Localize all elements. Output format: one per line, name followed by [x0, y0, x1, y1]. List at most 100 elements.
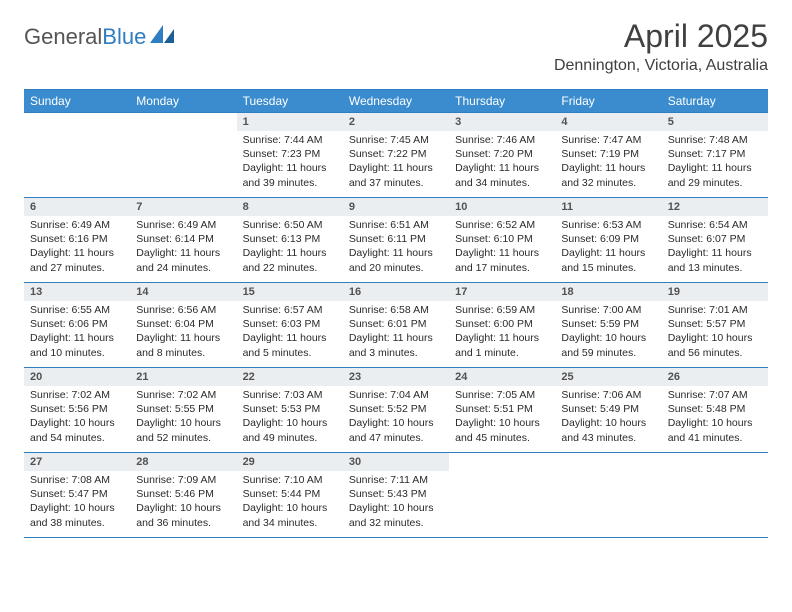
calendar-cell: 25Sunrise: 7:06 AMSunset: 5:49 PMDayligh…	[555, 368, 661, 452]
calendar-grid: SundayMondayTuesdayWednesdayThursdayFrid…	[24, 89, 768, 538]
sunrise-label: Sunrise:	[136, 219, 175, 231]
day-details: Sunrise: 7:01 AMSunset: 5:57 PMDaylight:…	[662, 301, 768, 364]
sunset-line: Sunset: 6:09 PM	[561, 232, 655, 246]
daylight-line: Daylight: 11 hours and 34 minutes.	[455, 161, 549, 189]
sunset-value: 6:13 PM	[281, 233, 320, 245]
calendar-cell: 5Sunrise: 7:48 AMSunset: 7:17 PMDaylight…	[662, 113, 768, 197]
calendar-cell: 4Sunrise: 7:47 AMSunset: 7:19 PMDaylight…	[555, 113, 661, 197]
calendar-cell: 0.	[130, 113, 236, 197]
sunset-value: 5:48 PM	[706, 403, 745, 415]
day-number: 24	[449, 368, 555, 386]
sunrise-line: Sunrise: 6:55 AM	[30, 303, 124, 317]
day-details: Sunrise: 7:08 AMSunset: 5:47 PMDaylight:…	[24, 471, 130, 534]
sunrise-line: Sunrise: 7:11 AM	[349, 473, 443, 487]
day-number: 13	[24, 283, 130, 301]
sunrise-value: 7:04 AM	[390, 389, 429, 401]
sunset-line: Sunset: 6:00 PM	[455, 317, 549, 331]
sunset-label: Sunset:	[30, 318, 66, 330]
day-details: Sunrise: 6:59 AMSunset: 6:00 PMDaylight:…	[449, 301, 555, 364]
sunrise-line: Sunrise: 6:49 AM	[30, 218, 124, 232]
day-number: 28	[130, 453, 236, 471]
sunset-value: 6:07 PM	[706, 233, 745, 245]
sunrise-value: 7:01 AM	[709, 304, 748, 316]
sunset-line: Sunset: 6:07 PM	[668, 232, 762, 246]
day-details: Sunrise: 6:53 AMSunset: 6:09 PMDaylight:…	[555, 216, 661, 279]
sunset-label: Sunset:	[349, 488, 385, 500]
daylight-line: Daylight: 11 hours and 15 minutes.	[561, 246, 655, 274]
day-details: Sunrise: 7:00 AMSunset: 5:59 PMDaylight:…	[555, 301, 661, 364]
daylight-label: Daylight:	[561, 332, 602, 344]
day-details: Sunrise: 6:54 AMSunset: 6:07 PMDaylight:…	[662, 216, 768, 279]
sunset-label: Sunset:	[136, 318, 172, 330]
sunrise-value: 6:56 AM	[178, 304, 217, 316]
calendar-cell: 14Sunrise: 6:56 AMSunset: 6:04 PMDayligh…	[130, 283, 236, 367]
daylight-label: Daylight:	[136, 502, 177, 514]
sunset-label: Sunset:	[243, 318, 279, 330]
sunrise-line: Sunrise: 7:09 AM	[136, 473, 230, 487]
sunset-line: Sunset: 6:10 PM	[455, 232, 549, 246]
daylight-label: Daylight:	[243, 332, 284, 344]
calendar-cell: 0.	[24, 113, 130, 197]
sunrise-value: 6:59 AM	[497, 304, 536, 316]
sunrise-value: 7:02 AM	[71, 389, 110, 401]
daylight-label: Daylight:	[30, 247, 71, 259]
daylight-label: Daylight:	[349, 247, 390, 259]
calendar-cell: 13 Sunrise: 6:55 AMSunset: 6:06 PMDayligh…	[24, 283, 130, 367]
daylight-line: Daylight: 10 hours and 34 minutes.	[243, 501, 337, 529]
daylight-label: Daylight:	[668, 162, 709, 174]
daylight-line: Daylight: 11 hours and 13 minutes.	[668, 246, 762, 274]
day-number: 2	[343, 113, 449, 131]
sunset-label: Sunset:	[561, 148, 597, 160]
sunset-line: Sunset: 6:06 PM	[30, 317, 124, 331]
sunset-line: Sunset: 5:48 PM	[668, 402, 762, 416]
sunrise-label: Sunrise:	[136, 304, 175, 316]
sunrise-value: 7:02 AM	[178, 389, 217, 401]
sunrise-line: Sunrise: 6:56 AM	[136, 303, 230, 317]
daylight-label: Daylight:	[668, 417, 709, 429]
sunrise-label: Sunrise:	[455, 134, 494, 146]
calendar-cell: 28Sunrise: 7:09 AMSunset: 5:46 PMDayligh…	[130, 453, 236, 537]
sunset-line: Sunset: 6:13 PM	[243, 232, 337, 246]
daylight-line: Daylight: 10 hours and 54 minutes.	[30, 416, 124, 444]
sunrise-label: Sunrise:	[243, 389, 282, 401]
day-details: Sunrise: 7:06 AMSunset: 5:49 PMDaylight:…	[555, 386, 661, 449]
daylight-line: Daylight: 11 hours and 20 minutes.	[349, 246, 443, 274]
calendar-cell: 12Sunrise: 6:54 AMSunset: 6:07 PMDayligh…	[662, 198, 768, 282]
sunrise-label: Sunrise:	[668, 304, 707, 316]
day-header: Wednesday	[343, 90, 449, 112]
sunset-line: Sunset: 6:01 PM	[349, 317, 443, 331]
calendar-cell: 19Sunrise: 7:01 AMSunset: 5:57 PMDayligh…	[662, 283, 768, 367]
daylight-label: Daylight:	[349, 162, 390, 174]
sunrise-value: 7:10 AM	[284, 474, 323, 486]
sunrise-line: Sunrise: 7:03 AM	[243, 388, 337, 402]
daylight-label: Daylight:	[561, 247, 602, 259]
sunrise-label: Sunrise:	[243, 304, 282, 316]
sunrise-value: 7:44 AM	[284, 134, 323, 146]
calendar-cell: 6Sunrise: 6:49 AMSunset: 6:16 PMDaylight…	[24, 198, 130, 282]
daylight-line: Daylight: 11 hours and 37 minutes.	[349, 161, 443, 189]
sunset-line: Sunset: 5:53 PM	[243, 402, 337, 416]
sunset-label: Sunset:	[455, 148, 491, 160]
sunset-label: Sunset:	[668, 318, 704, 330]
sunrise-label: Sunrise:	[349, 389, 388, 401]
daylight-label: Daylight:	[349, 332, 390, 344]
sunset-line: Sunset: 7:22 PM	[349, 147, 443, 161]
sunrise-label: Sunrise:	[136, 474, 175, 486]
day-number: 20	[24, 368, 130, 386]
sunrise-value: 7:48 AM	[709, 134, 748, 146]
day-number: 5	[662, 113, 768, 131]
calendar-cell: 16Sunrise: 6:58 AMSunset: 6:01 PMDayligh…	[343, 283, 449, 367]
sunrise-label: Sunrise:	[668, 389, 707, 401]
sunset-line: Sunset: 6:04 PM	[136, 317, 230, 331]
sunset-line: Sunset: 6:03 PM	[243, 317, 337, 331]
sunrise-label: Sunrise:	[668, 134, 707, 146]
daylight-line: Daylight: 11 hours and 1 minute.	[455, 331, 549, 359]
calendar-cell: 18Sunrise: 7:00 AMSunset: 5:59 PMDayligh…	[555, 283, 661, 367]
daylight-label: Daylight:	[668, 332, 709, 344]
sunset-label: Sunset:	[349, 233, 385, 245]
day-number: 17	[449, 283, 555, 301]
sunset-value: 5:44 PM	[281, 488, 320, 500]
daylight-line: Daylight: 11 hours and 10 minutes.	[30, 331, 124, 359]
sunrise-label: Sunrise:	[243, 219, 282, 231]
day-details: Sunrise: 7:47 AMSunset: 7:19 PMDaylight:…	[555, 131, 661, 194]
